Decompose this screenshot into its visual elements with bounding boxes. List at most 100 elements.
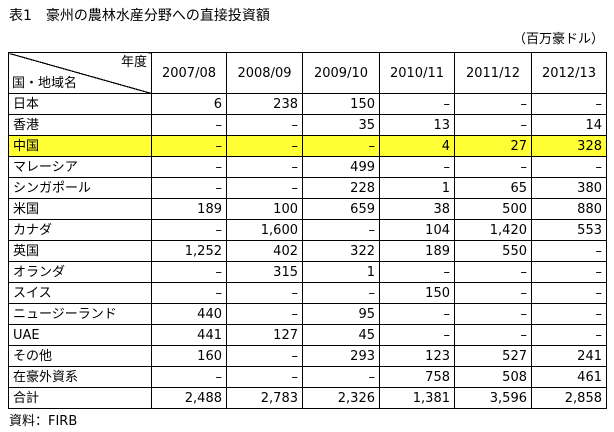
country-name-cell: オランダ	[8, 261, 152, 283]
country-name-cell: マレーシア	[8, 156, 152, 178]
value-cell: 550	[454, 240, 532, 262]
table-row: 在豪外資系 – – –758 508 461	[8, 366, 607, 388]
value-cell: 508	[454, 366, 532, 388]
value-cell: 499	[302, 156, 380, 178]
year-header: 2010/11	[379, 52, 455, 94]
value-cell: –	[226, 156, 303, 178]
corner-year-label: 年度	[120, 55, 147, 70]
table-row: オランダ –315 1– – –	[8, 261, 607, 283]
value-cell: 123	[379, 345, 455, 367]
value-cell: 659	[302, 198, 380, 220]
value-cell: –	[226, 345, 303, 367]
value-cell: –	[226, 114, 303, 136]
table-title: 表1 豪州の農林水産分野への直接投資額	[9, 8, 270, 24]
value-cell: 127	[226, 324, 303, 346]
table-row: 日本 6 238 150– – –	[8, 93, 607, 115]
country-name-cell: 香港	[8, 114, 152, 136]
value-cell: –	[454, 114, 532, 136]
value-cell: –	[379, 303, 455, 325]
investment-table: 年度 国・地域名 2007/08 2008/09 2009/10 2010/11…	[8, 52, 607, 409]
value-cell: 500	[454, 198, 532, 220]
year-header: 2011/12	[454, 52, 532, 94]
value-cell: –	[454, 303, 532, 325]
value-cell: 527	[454, 345, 532, 367]
value-cell: –	[531, 156, 607, 178]
table-row: シンガポール – –228 1 65 380	[8, 177, 607, 199]
value-cell: –	[302, 219, 380, 241]
year-header: 2008/09	[226, 52, 303, 94]
value-cell: 104	[379, 219, 455, 241]
value-cell: –	[226, 135, 303, 157]
value-cell: 402	[226, 240, 303, 262]
value-cell: 150	[302, 93, 380, 115]
country-name-cell: その他	[8, 345, 152, 367]
country-name-cell: 米国	[8, 198, 152, 220]
value-cell: –	[151, 156, 227, 178]
value-cell: –	[151, 177, 227, 199]
table-row: スイス – – –150– –	[8, 282, 607, 304]
value-cell: 328	[531, 135, 607, 157]
table-row: マレーシア – –499– – –	[8, 156, 607, 178]
value-cell: –	[302, 366, 380, 388]
country-name-cell: 在豪外資系	[8, 366, 152, 388]
table-row: その他 160–293 123 527 241	[8, 345, 607, 367]
value-cell: 1	[302, 261, 380, 283]
value-cell: 440	[151, 303, 227, 325]
year-header: 2007/08	[151, 52, 227, 94]
value-cell: –	[531, 324, 607, 346]
value-cell: –	[226, 282, 303, 304]
value-cell: –	[531, 93, 607, 115]
table-row: 米国 189 100 659 38 500 880	[8, 198, 607, 220]
header-row: 年度 国・地域名 2007/08 2008/09 2009/10 2010/11…	[8, 52, 607, 94]
value-cell: 1	[379, 177, 455, 199]
year-header: 2012/13	[531, 52, 607, 94]
value-cell: –	[454, 93, 532, 115]
value-cell: 65	[454, 177, 532, 199]
country-name-cell: 日本	[8, 93, 152, 115]
value-cell: 1,381	[379, 387, 455, 409]
value-cell: 241	[531, 345, 607, 367]
value-cell: 189	[379, 240, 455, 262]
table-row: カナダ –1,600–104 1,420 553	[8, 219, 607, 241]
value-cell: –	[454, 261, 532, 283]
country-name-cell: スイス	[8, 282, 152, 304]
corner-country-label: 国・地域名	[12, 76, 78, 91]
value-cell: –	[531, 303, 607, 325]
value-cell: –	[379, 93, 455, 115]
value-cell: 160	[151, 345, 227, 367]
value-cell: –	[226, 303, 303, 325]
value-cell: 238	[226, 93, 303, 115]
value-cell: 27	[454, 135, 532, 157]
value-cell: 880	[531, 198, 607, 220]
value-cell: –	[302, 282, 380, 304]
value-cell: 100	[226, 198, 303, 220]
country-name-cell: 合計	[8, 387, 152, 409]
table-row: 香港 – –35 13–14	[8, 114, 607, 136]
value-cell: 4	[379, 135, 455, 157]
value-cell: 45	[302, 324, 380, 346]
table-row: 合計 2,488 2,783 2,326 1,381 3,596 2,858	[8, 387, 607, 409]
country-name-cell: カナダ	[8, 219, 152, 241]
value-cell: 1,252	[151, 240, 227, 262]
value-cell: –	[454, 324, 532, 346]
value-cell: 14	[531, 114, 607, 136]
table-body: 日本 6 238 150– – – 香港 – –35 13–14 中国 – – –4 27 328 マレーシア –…	[8, 93, 607, 409]
source-note: 資料：FIRB	[9, 414, 78, 429]
value-cell: –	[151, 219, 227, 241]
table-row: ニュージーランド 440–95– – –	[8, 303, 607, 325]
value-cell: 315	[226, 261, 303, 283]
country-name-cell: UAE	[8, 324, 152, 346]
value-cell: –	[379, 261, 455, 283]
value-cell: 380	[531, 177, 607, 199]
value-cell: –	[379, 156, 455, 178]
value-cell: 13	[379, 114, 455, 136]
value-cell: –	[454, 156, 532, 178]
value-cell: –	[226, 177, 303, 199]
country-name-cell: シンガポール	[8, 177, 152, 199]
corner-cell: 年度 国・地域名	[8, 52, 152, 94]
value-cell: 38	[379, 198, 455, 220]
value-cell: 150	[379, 282, 455, 304]
table-row: UAE 441 127 45– – –	[8, 324, 607, 346]
value-cell: 758	[379, 366, 455, 388]
table-row: 英国 1,252 402 322 189 550–	[8, 240, 607, 262]
